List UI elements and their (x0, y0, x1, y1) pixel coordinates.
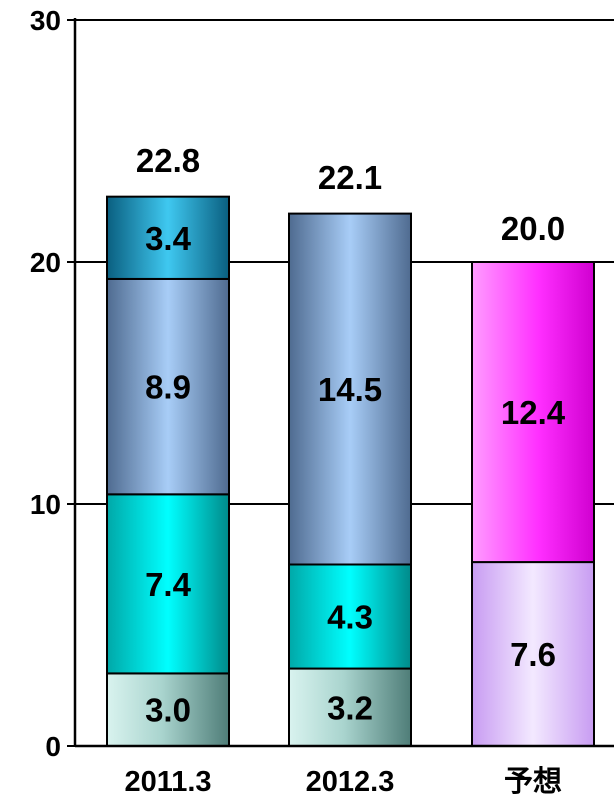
bar-total-label: 20.0 (501, 210, 565, 247)
bar-segment (106, 672, 230, 748)
segment-value-label: 3.0 (145, 692, 191, 729)
segment-value-label: 7.6 (510, 636, 556, 673)
segment-value-label: 14.5 (318, 371, 382, 408)
segment-value-label: 12.4 (501, 394, 566, 431)
bar-segment (288, 212, 412, 566)
bar-segment (106, 277, 230, 496)
x-category-label: 2012.3 (306, 766, 395, 798)
y-tick-label: 30 (30, 5, 61, 36)
y-tick-label: 20 (30, 247, 61, 278)
segment-value-label: 3.4 (145, 220, 192, 257)
bars (106, 195, 595, 748)
segment-value-label: 8.9 (145, 369, 191, 406)
bar-total-label: 22.8 (136, 142, 200, 179)
bar-segment (288, 563, 412, 670)
x-category-label: 予想 (504, 765, 562, 798)
bar-total-label: 22.1 (318, 159, 382, 196)
segment-value-label: 3.2 (327, 689, 373, 726)
y-tick-label: 10 (30, 489, 61, 520)
segment-value-label: 4.3 (327, 599, 373, 636)
bar-segment (471, 561, 595, 748)
bar-segment (106, 195, 230, 280)
y-tick-label: 0 (45, 731, 61, 762)
labels: 0 10 20 30 3.0 7.4 8.9 3.4 22.8 2011.3 3.2 4.3 14.5 2… (30, 5, 566, 798)
x-category-label: 2011.3 (124, 766, 211, 798)
axes (67, 18, 614, 748)
segment-value-label: 7.4 (145, 566, 192, 603)
bar-segment (471, 261, 595, 564)
